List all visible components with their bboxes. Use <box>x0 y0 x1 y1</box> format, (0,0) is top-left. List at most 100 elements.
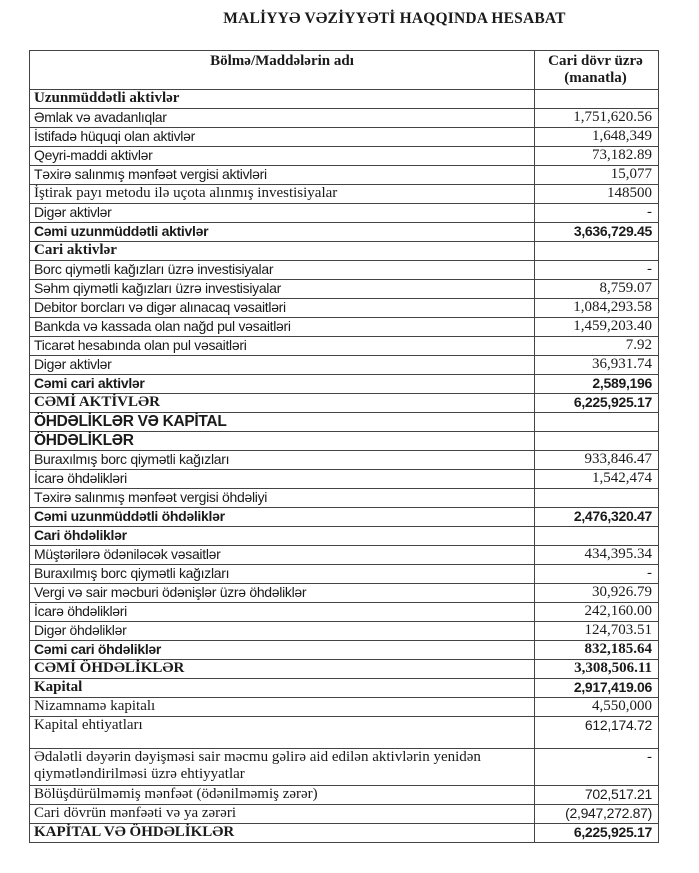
table-row: KAPİTAL VƏ ÖHDƏLİKLƏR 6,225,925.17 <box>29 823 659 843</box>
row-value: 124,703.51 <box>534 621 659 641</box>
table-row: CƏMİ AKTİVLƏR 6,225,925.17 <box>29 393 659 413</box>
row-value: (2,947,272.87) <box>534 804 659 824</box>
row-value: - <box>534 260 659 280</box>
row-label: Səhm qiymətli kağızları üzrə investisiya… <box>29 279 535 299</box>
table-row: ÖHDƏLİKLƏR <box>29 431 659 451</box>
table-row: Ticarət hesabında olan pul vəsaitləri 7.9… <box>29 336 659 356</box>
table-row: CƏMİ ÖHDƏLİKLƏR 3,308,506.11 <box>29 659 659 679</box>
row-value <box>534 488 659 508</box>
row-label: Cəmi uzunmüddətli öhdəliklər <box>29 507 535 527</box>
row-label: Borc qiymətli kağızları üzrə investisiya… <box>29 260 535 280</box>
table-row: Debitor borcları və digər alınacaq vəsai… <box>29 298 659 318</box>
row-label: Ədalətli dəyərin dəyişməsi sair məcmu gə… <box>29 748 535 786</box>
row-value <box>534 241 659 261</box>
row-label: İcarə öhdəlikləri <box>29 469 535 489</box>
row-value: 702,517.21 <box>534 785 659 805</box>
row-value: 15,077 <box>534 165 659 185</box>
column-header-value: Cari dövr üzrə (manatla) <box>534 50 659 90</box>
column-header-name: Bölmə/Maddələrin adı <box>29 50 535 90</box>
table-row: İcarə öhdəlikləri 1,542,474 <box>29 469 659 489</box>
table-row: Borc qiymətli kağızları üzrə investisiya… <box>29 260 659 280</box>
table-row: Cəmi cari öhdəliklər 832,185.64 <box>29 640 659 660</box>
row-value: 30,926.79 <box>534 583 659 603</box>
row-label: Müştərilərə ödəniləcək vəsaitlər <box>29 545 535 565</box>
table-row: Əmlak və avadanlıqlar 1,751,620.56 <box>29 108 659 128</box>
table-row: Buraxılmış borc qiymətli kağızları - <box>29 564 659 584</box>
row-label: KAPİTAL VƏ ÖHDƏLİKLƏR <box>29 823 535 843</box>
table-row: İştirak payı metodu ilə uçota alınmış in… <box>29 184 659 204</box>
row-value: 6,225,925.17 <box>534 823 659 843</box>
row-label: Kapital <box>29 678 535 698</box>
table-row: Digər öhdəliklər 124,703.51 <box>29 621 659 641</box>
row-value: 1,084,293.58 <box>534 298 659 318</box>
table-row: Cari aktivlər <box>29 241 659 261</box>
row-label: Əmlak və avadanlıqlar <box>29 108 535 128</box>
row-value: 148500 <box>534 184 659 204</box>
row-value: - <box>534 564 659 584</box>
table-row: Təxirə salınmış mənfəət vergisi öhdəliyi <box>29 488 659 508</box>
row-value <box>534 412 659 432</box>
row-value: 2,476,320.47 <box>534 507 659 527</box>
row-label: Cəmi cari aktivlər <box>29 374 535 394</box>
row-value: 2,917,419.06 <box>534 678 659 698</box>
row-label: Cari aktivlər <box>29 241 535 261</box>
row-label: Qeyri-maddi aktivlər <box>29 146 535 166</box>
row-label: CƏMİ ÖHDƏLİKLƏR <box>29 659 535 679</box>
table-row: ÖHDƏLİKLƏR VƏ KAPİTAL <box>29 412 659 432</box>
row-label: Bankda və kassada olan nağd pul vəsaitlə… <box>29 317 535 337</box>
row-label: Digər aktivlər <box>29 355 535 375</box>
row-value: 832,185.64 <box>534 640 659 660</box>
row-value <box>534 431 659 451</box>
table-row: Müştərilərə ödəniləcək vəsaitlər 434,395.… <box>29 545 659 565</box>
row-label: Təxirə salınmış mənfəət vergisi aktivlər… <box>29 165 535 185</box>
balance-sheet-table: Bölmə/Maddələrin adı Cari dövr üzrə (man… <box>29 50 659 843</box>
row-value: 3,308,506.11 <box>534 659 659 679</box>
row-label: Buraxılmış borc qiymətli kağızları <box>29 564 535 584</box>
row-label: Uzunmüddətli aktivlər <box>29 89 535 109</box>
row-value: 7.92 <box>534 336 659 356</box>
table-row: Təxirə salınmış mənfəət vergisi aktivlər… <box>29 165 659 185</box>
row-value <box>534 526 659 546</box>
row-label: Nizamnamə kapitalı <box>29 697 535 717</box>
row-label: Digər aktivlər <box>29 203 535 223</box>
row-value: 3,636,729.45 <box>534 222 659 242</box>
table-row: Vergi və sair məcburi ödənişlər üzrə öhd… <box>29 583 659 603</box>
row-value: 2,589,196 <box>534 374 659 394</box>
table-row: Nizamnamə kapitalı 4,550,000 <box>29 697 659 717</box>
table-row: Qeyri-maddi aktivlər 73,182.89 <box>29 146 659 166</box>
row-label: ÖHDƏLİKLƏR <box>29 431 535 451</box>
row-label: Cari dövrün mənfəəti və ya zərəri <box>29 804 535 824</box>
table-row: Digər aktivlər 36,931.74 <box>29 355 659 375</box>
row-value: 4,550,000 <box>534 697 659 717</box>
row-label: Debitor borcları və digər alınacaq vəsai… <box>29 298 535 318</box>
row-value <box>534 89 659 109</box>
row-label: Cəmi cari öhdəliklər <box>29 640 535 660</box>
row-label: Kapital ehtiyatları <box>29 716 535 749</box>
row-value: 36,931.74 <box>534 355 659 375</box>
table-row: İcarə öhdəlikləri 242,160.00 <box>29 602 659 622</box>
row-value: 1,542,474 <box>534 469 659 489</box>
row-label: CƏMİ AKTİVLƏR <box>29 393 535 413</box>
row-value: 434,395.34 <box>534 545 659 565</box>
table-row: Uzunmüddətli aktivlər <box>29 89 659 109</box>
table-row: Kapital 2,917,419.06 <box>29 678 659 698</box>
row-value: 8,759.07 <box>534 279 659 299</box>
row-label: İstifadə hüquqi olan aktivlər <box>29 127 535 147</box>
row-label: Vergi və sair məcburi ödənişlər üzrə öhd… <box>29 583 535 603</box>
row-value: 612,174.72 <box>534 716 659 749</box>
row-label: İştirak payı metodu ilə uçota alınmış in… <box>29 184 535 204</box>
table-row: Səhm qiymətli kağızları üzrə investisiya… <box>29 279 659 299</box>
table-row: Buraxılmış borc qiymətli kağızları 933,84… <box>29 450 659 470</box>
table-row: Cəmi cari aktivlər 2,589,196 <box>29 374 659 394</box>
row-label: İcarə öhdəlikləri <box>29 602 535 622</box>
row-label: Ticarət hesabında olan pul vəsaitləri <box>29 336 535 356</box>
table-row: Cari dövrün mənfəəti və ya zərəri (2,947,… <box>29 804 659 824</box>
table-row: Cari öhdəliklər <box>29 526 659 546</box>
row-label: Buraxılmış borc qiymətli kağızları <box>29 450 535 470</box>
row-value: 6,225,925.17 <box>534 393 659 413</box>
table-row: Kapital ehtiyatları 612,174.72 <box>29 716 659 749</box>
row-value: - <box>534 748 659 786</box>
row-value: 933,846.47 <box>534 450 659 470</box>
table-row: Digər aktivlər - <box>29 203 659 223</box>
row-label: Təxirə salınmış mənfəət vergisi öhdəliyi <box>29 488 535 508</box>
